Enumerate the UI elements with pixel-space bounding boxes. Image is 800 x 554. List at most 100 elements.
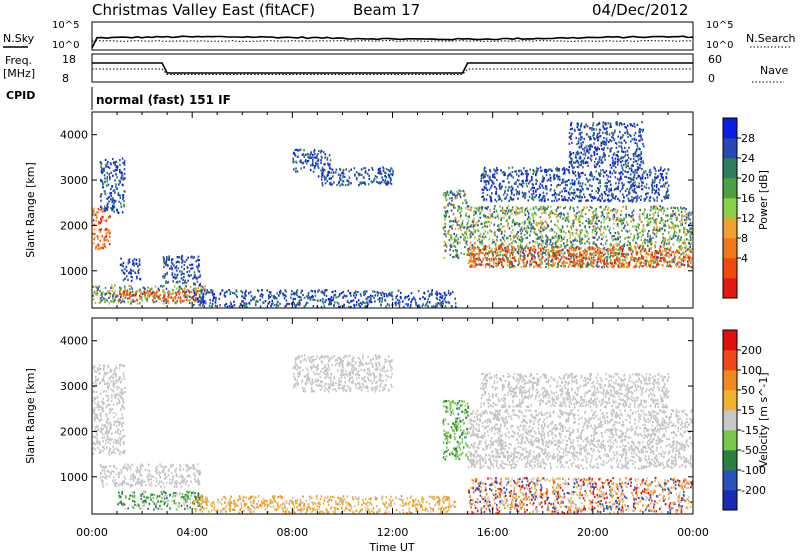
scatter-cell [452,249,455,252]
scatter-cell [562,255,565,258]
scatter-cell [390,182,393,186]
scatter-cell [205,293,207,296]
scatter-cell [328,177,331,180]
scatter-cell [113,202,115,205]
scatter-cell [567,178,570,182]
scatter-cell [561,262,564,265]
scatter-cell [560,244,562,247]
scatter-cell [544,187,547,190]
scatter-cell [121,300,123,303]
scatter-cell [589,178,591,181]
scatter-cell [630,178,633,181]
scatter-cell [448,202,451,205]
scatter-cell [454,206,456,209]
scatter-cell [501,261,503,264]
scatter-cell [473,249,475,252]
scatter-cell [586,234,589,238]
scatter-cell [621,265,624,268]
scatter-cell [541,223,543,226]
scatter-cell [691,211,694,214]
scatter-cell [526,262,528,265]
scatter-cell [478,257,481,260]
scatter-cell [487,254,489,257]
scatter-cell [198,270,201,273]
freq-trace [92,62,693,74]
scatter-cell [667,263,669,266]
scatter-cell [650,252,653,255]
scatter-cell [533,247,536,250]
scatter-cell [508,181,510,184]
scatter-cell [546,226,548,229]
scatter-cell [555,232,558,235]
scatter-cell [212,293,215,296]
scatter-cell [595,243,597,246]
scatter-cell [119,196,122,199]
scatter-cell [514,211,516,214]
scatter-cell [633,257,636,261]
scatter-cell [501,242,503,245]
scatter-cell [650,217,652,220]
scatter-cell [110,284,113,287]
scatter-cell [504,173,506,176]
scatter-cell [597,226,599,229]
scatter-cell [484,244,486,248]
scatter-cell [654,211,657,214]
scatter-cell [562,253,565,256]
scatter-cell [295,161,298,164]
scatter-cell [450,245,452,248]
scatter-cell [392,172,394,175]
scatter-cell [516,190,518,193]
scatter-cell [524,196,526,200]
scatter-cell [526,260,528,263]
scatter-cell [632,250,634,253]
scatter-cell [328,299,331,302]
scatter-cell [359,181,361,184]
scatter-cell [605,174,608,177]
scatter-cell [224,304,226,308]
scatter-cell [591,231,594,234]
scatter-cell [540,205,542,208]
scatter-cell [638,258,641,261]
scatter-cell [327,164,330,167]
scatter-cell [512,265,514,268]
scatter-cell [266,289,268,292]
scatter-cell [595,264,598,267]
scatter-cell [683,255,685,258]
scatter-cell [668,226,671,229]
scatter-cell [443,192,445,195]
scatter-cell [97,289,99,292]
scatter-cell [629,243,631,246]
scatter-cell [677,236,679,240]
scatter-cell [662,176,664,179]
scatter-cell [643,216,646,220]
scatter-cell [97,208,100,211]
scatter-cell [587,199,590,202]
scatter-cell [687,212,690,215]
scatter-cell [179,299,182,302]
scatter-cell [581,196,583,199]
scatter-cell [649,237,652,240]
scatter-cell [667,255,669,258]
scatter-cell [538,263,541,266]
scatter-cell [336,301,339,304]
scatter-cell [444,296,446,299]
scatter-cell [199,301,202,304]
scatter-cell [108,200,110,203]
scatter-cell [508,186,511,189]
scatter-cell [292,160,295,164]
nsearch-trace [91,40,694,42]
scatter-cell [683,226,685,229]
scatter-cell [257,290,260,293]
scatter-cell [453,255,456,258]
scatter-cell [529,234,531,237]
scatter-cell [562,213,565,216]
scatter-cell [193,304,195,307]
scatter-cell [543,245,546,249]
scatter-cell [92,209,95,212]
scatter-cell [664,220,667,223]
scatter-cell [646,216,648,219]
scatter-cell [320,150,323,153]
scatter-cell [174,296,177,299]
scatter-cell [572,219,575,222]
scatter-cell [114,199,117,203]
